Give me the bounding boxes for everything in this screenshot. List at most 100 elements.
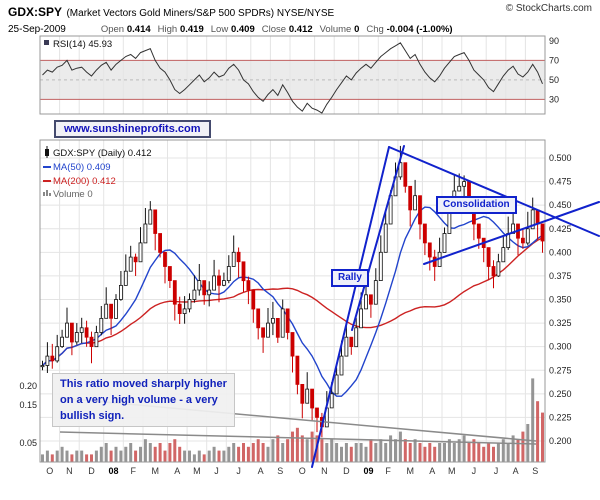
volume-bar — [281, 443, 285, 462]
candle-body — [344, 336, 349, 357]
rsi-tick-label: 70 — [549, 55, 559, 65]
candle-body — [138, 242, 143, 263]
volume-bar — [139, 446, 142, 462]
volume-bar — [467, 443, 471, 462]
volume-bar — [506, 443, 510, 462]
x-tick-label: A — [258, 466, 264, 476]
close-label: Close — [261, 24, 287, 35]
volume-bar — [389, 435, 393, 462]
x-tick-label: J — [236, 466, 241, 476]
candle-body — [256, 308, 261, 329]
volume-bar — [349, 446, 353, 462]
volume-bar — [242, 443, 245, 462]
candle-body — [241, 261, 246, 282]
price-tick-label: 0.325 — [549, 318, 572, 328]
volume-label: Volume — [319, 24, 352, 35]
candle-body — [486, 247, 491, 267]
volume-bar — [143, 439, 147, 462]
candle-body — [457, 185, 462, 192]
candle-body — [442, 233, 447, 253]
candle-body — [74, 332, 79, 343]
candle-body — [261, 327, 266, 338]
bullish-note-line-1: This ratio moved sharply higher — [60, 378, 227, 390]
candle-body — [403, 162, 408, 187]
candle-body — [530, 209, 535, 230]
volume-bar — [104, 443, 108, 462]
rsi-tick-label: 90 — [549, 36, 559, 46]
candle-body — [143, 223, 148, 244]
high-label: High — [157, 24, 178, 35]
candle-body — [295, 355, 300, 385]
consolidation-triangle-lower-line — [423, 201, 600, 265]
volume-bar — [183, 450, 187, 462]
rally-channel-upper-line — [351, 145, 405, 331]
candle-body — [99, 317, 104, 333]
candle-body — [310, 388, 315, 409]
legend-symbol: GDX:SPY (Daily) 0.412 — [53, 148, 152, 159]
candle-body — [177, 303, 182, 315]
volume-tick-label: 0.15 — [19, 400, 37, 410]
candle-body — [231, 251, 236, 267]
ma200-line — [42, 237, 543, 367]
volume-bar — [305, 439, 309, 462]
candle-body — [285, 308, 290, 333]
volume-bar — [271, 439, 275, 462]
volume-bar — [276, 435, 280, 462]
bullish-note-line-3: bullish sign. — [60, 410, 125, 422]
volume-bar — [295, 427, 299, 462]
volume-bar — [41, 454, 44, 462]
candle-body — [422, 223, 427, 244]
price-tick-label: 0.200 — [549, 436, 572, 446]
rally-label: Rally — [331, 269, 369, 287]
high-value: 0.419 — [179, 24, 204, 35]
open-label: Open — [100, 24, 125, 35]
candle-body — [109, 303, 113, 319]
x-tick-label: O — [46, 466, 53, 476]
candle-body — [55, 346, 60, 362]
candle-body — [187, 299, 192, 310]
volume-bar — [443, 443, 446, 462]
price-tick-label: 0.450 — [549, 200, 572, 210]
volume-bar — [423, 446, 427, 462]
candle-body — [84, 327, 89, 338]
rsi-line — [42, 42, 543, 114]
watermark-box: www.sunshineprofits.com — [54, 120, 211, 138]
volume-bar — [173, 439, 177, 462]
candle-body — [364, 294, 368, 310]
x-tick-label: M — [151, 466, 159, 476]
x-tick-label: A — [174, 466, 180, 476]
volume-bar — [168, 443, 172, 462]
volume-bar — [477, 443, 481, 462]
volume-tick-label: 0.20 — [19, 381, 37, 391]
low-value: 0.409 — [230, 24, 255, 35]
open-value: 0.414 — [126, 24, 151, 35]
candle-body — [354, 327, 359, 348]
volume-bar — [526, 424, 530, 462]
consolidation-label: Consolidation — [436, 196, 517, 214]
candle-body — [94, 332, 99, 348]
price-tick-label: 0.300 — [549, 342, 572, 352]
volume-bar — [45, 450, 49, 462]
candle-body — [192, 289, 197, 300]
candle-body — [65, 322, 69, 338]
candle-body — [217, 275, 221, 286]
volume-bar — [55, 450, 59, 462]
volume-bar — [266, 446, 270, 462]
volume-bar — [344, 443, 348, 462]
volume-bar — [462, 435, 466, 462]
candle-body — [496, 261, 501, 277]
candle-body — [334, 374, 339, 395]
chg-value: -0.004 (-1.00%) — [386, 24, 453, 35]
watermark-url: www.sunshineprofits.com — [64, 123, 201, 135]
candle-body — [398, 162, 403, 178]
candle-body — [432, 256, 437, 267]
candle-body — [50, 355, 55, 362]
volume-bar — [354, 443, 358, 462]
candle-body — [476, 223, 481, 239]
legend-ma200: MA(200) 0.412 — [53, 176, 116, 187]
volume-bar — [94, 450, 98, 462]
price-tick-label: 0.500 — [549, 153, 572, 163]
candle-body — [148, 209, 153, 225]
candle-body — [104, 303, 109, 319]
candle-body — [89, 336, 94, 348]
